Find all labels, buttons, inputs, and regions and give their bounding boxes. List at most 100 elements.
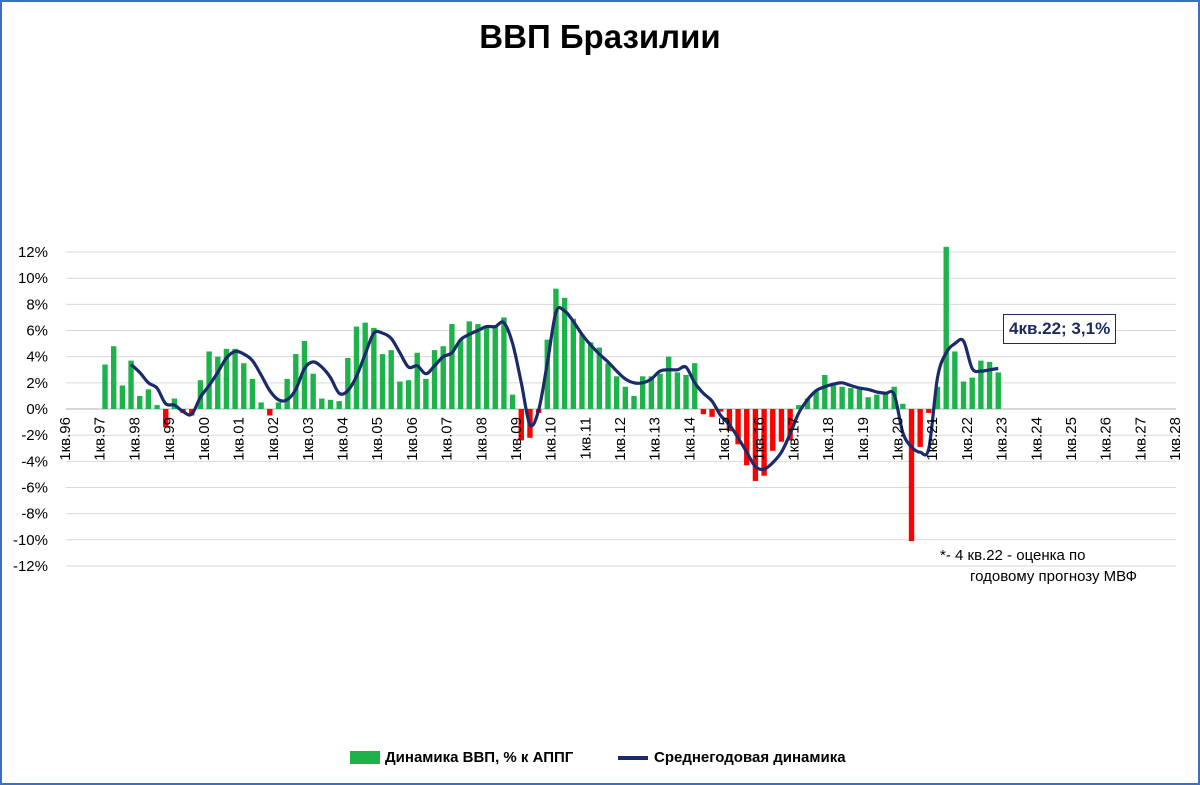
- legend-item-bars: Динамика ВВП, % к АППГ: [350, 749, 573, 766]
- x-tick-label: 1кв.15: [716, 417, 733, 461]
- x-tick-label: 1кв.08: [473, 417, 490, 461]
- bar: [457, 339, 464, 409]
- bar: [431, 350, 438, 409]
- bar: [596, 347, 603, 409]
- x-tick-label: 1кв.28: [1167, 417, 1184, 461]
- bar: [405, 380, 412, 409]
- footnote-line-1: *- 4 кв.22 - оценка по: [940, 547, 1086, 564]
- bar: [215, 356, 221, 409]
- bar: [856, 389, 863, 409]
- bar: [639, 376, 646, 409]
- bar: [848, 388, 854, 409]
- bar: [709, 409, 715, 417]
- bar: [744, 409, 750, 466]
- y-tick-label: 8%: [26, 296, 48, 313]
- bar: [353, 326, 360, 409]
- bar: [509, 394, 516, 409]
- bar: [475, 323, 481, 409]
- bar: [128, 360, 134, 409]
- x-tick-label: 1кв.97: [92, 417, 109, 461]
- last-value-callout: 4кв.22; 3,1%: [1003, 314, 1117, 344]
- x-tick-label: 1кв.14: [681, 417, 698, 461]
- bar: [960, 381, 967, 409]
- bar: [778, 409, 785, 442]
- bar: [440, 346, 446, 409]
- y-tick-label: 2%: [26, 375, 48, 392]
- x-tick-label: 1кв.27: [1132, 417, 1149, 461]
- bar: [674, 372, 681, 409]
- x-tick-label: 1кв.03: [300, 417, 317, 461]
- x-tick-label: 1кв.04: [335, 417, 352, 461]
- bar: [423, 378, 429, 409]
- x-tick-label: 1кв.12: [612, 417, 629, 461]
- bar: [119, 385, 126, 409]
- bar: [986, 361, 993, 409]
- x-tick-label: 1кв.96: [57, 417, 74, 461]
- bar: [718, 409, 724, 412]
- bar: [700, 409, 707, 415]
- y-tick-label: -2%: [21, 427, 48, 444]
- bar: [397, 381, 403, 409]
- line-series: [129, 305, 999, 472]
- x-tick-label: 1кв.17: [785, 417, 802, 461]
- legend-swatch-line: [618, 755, 648, 760]
- bar: [544, 339, 550, 409]
- bar-series: [102, 246, 1001, 542]
- bar: [657, 373, 663, 409]
- x-tick-label: 1кв.16: [751, 417, 768, 461]
- x-tick-label: 1кв.10: [543, 417, 560, 461]
- bar: [908, 409, 915, 542]
- x-tick-label: 1кв.11: [577, 417, 594, 460]
- bar: [258, 402, 264, 409]
- bar: [267, 409, 273, 416]
- footnote-line-2: годовому прогнозу МВФ: [970, 568, 1138, 585]
- x-tick-label: 1кв.19: [855, 417, 872, 461]
- x-tick-label: 1кв.26: [1098, 417, 1115, 461]
- bar: [952, 351, 958, 409]
- bar: [570, 318, 576, 409]
- y-tick-label: 6%: [26, 323, 48, 340]
- legend-swatch-bars: [350, 751, 380, 764]
- bar: [137, 395, 143, 409]
- bar: [414, 352, 420, 409]
- bar: [102, 364, 108, 409]
- bar: [839, 386, 845, 409]
- chart-title: ВВП Бразилии: [479, 18, 721, 55]
- bar: [813, 390, 819, 409]
- bar: [830, 384, 837, 409]
- x-tick-label: 1кв.21: [924, 417, 941, 461]
- bar: [501, 317, 507, 409]
- bar: [241, 363, 247, 409]
- bar: [770, 409, 776, 451]
- legend: Динамика ВВП, % к АППГ Среднегодовая дин…: [0, 749, 1200, 769]
- bar: [111, 346, 117, 409]
- bar: [683, 374, 689, 409]
- bar: [995, 372, 1001, 409]
- bar: [345, 357, 351, 409]
- legend-item-line: Среднегодовая динамика: [618, 749, 846, 766]
- bar: [466, 321, 472, 409]
- bar: [587, 342, 594, 409]
- bar: [822, 374, 828, 409]
- x-tick-label: 1кв.13: [647, 417, 664, 461]
- bar: [787, 409, 793, 441]
- bar: [362, 322, 368, 409]
- y-axis: 12% 10% 8% 6% 4% 2% 0% -2% -4% -6% -8% -10% -12%: [13, 244, 48, 575]
- bar: [579, 334, 585, 409]
- bar: [518, 409, 524, 441]
- bar: [917, 409, 923, 447]
- bar: [371, 327, 377, 409]
- bar: [900, 403, 906, 409]
- bar: [379, 354, 386, 409]
- x-tick-label: 1кв.02: [265, 417, 282, 461]
- bar: [561, 297, 568, 409]
- x-tick-label: 1кв.25: [1063, 417, 1080, 461]
- y-tick-label: 4%: [26, 349, 48, 366]
- bar: [249, 378, 256, 409]
- x-axis: 1кв.96 1кв.97 1кв.98 1кв.99 1кв.00 1кв.01 1кв.…: [57, 417, 1184, 461]
- bar: [735, 409, 741, 445]
- x-tick-label: 1кв.09: [508, 417, 525, 461]
- average-line: [129, 305, 999, 472]
- bar: [293, 354, 299, 409]
- legend-label-line: Среднегодовая динамика: [654, 749, 846, 766]
